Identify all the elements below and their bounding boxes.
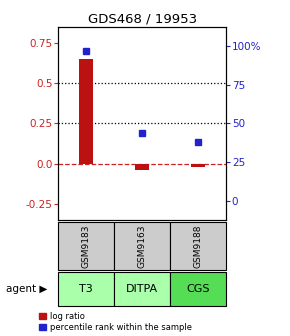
Text: GSM9188: GSM9188 <box>194 224 203 268</box>
Bar <box>114 272 170 306</box>
Text: CGS: CGS <box>186 284 210 294</box>
Bar <box>191 164 205 167</box>
Text: DITPA: DITPA <box>126 284 158 294</box>
Bar <box>58 272 114 306</box>
Text: GSM9183: GSM9183 <box>81 224 90 268</box>
Bar <box>79 59 93 164</box>
Title: GDS468 / 19953: GDS468 / 19953 <box>88 13 197 26</box>
Legend: log ratio, percentile rank within the sample: log ratio, percentile rank within the sa… <box>39 311 192 332</box>
Bar <box>170 222 226 270</box>
Text: GSM9163: GSM9163 <box>137 224 147 268</box>
Bar <box>58 222 114 270</box>
Text: agent ▶: agent ▶ <box>6 284 47 294</box>
Bar <box>114 222 170 270</box>
Text: T3: T3 <box>79 284 93 294</box>
Bar <box>135 164 149 170</box>
Bar <box>170 272 226 306</box>
